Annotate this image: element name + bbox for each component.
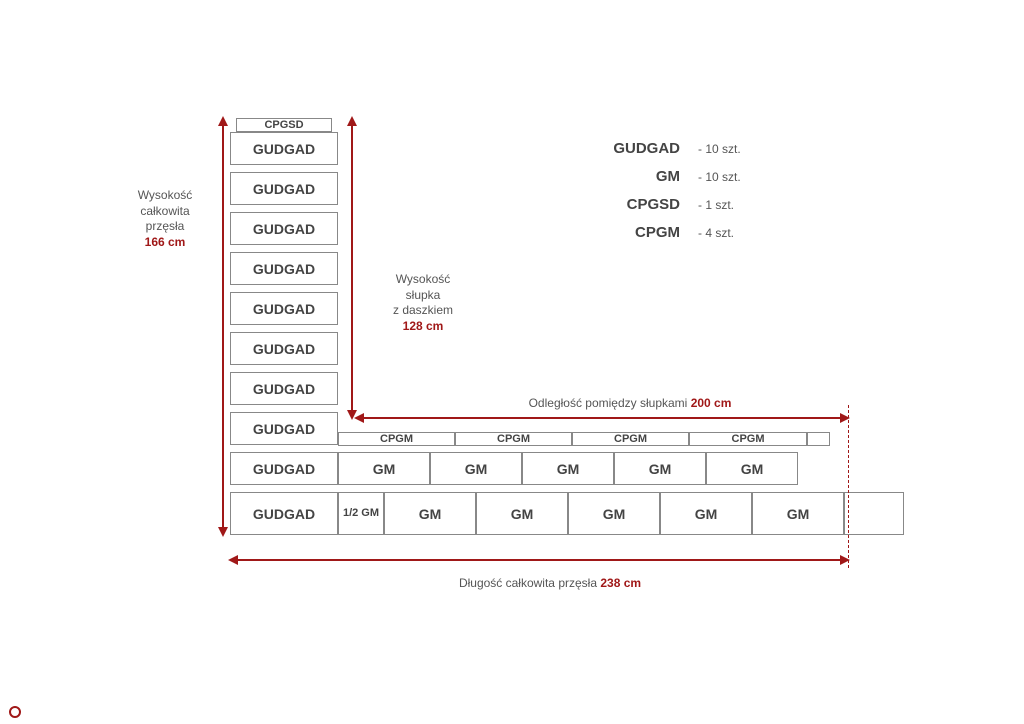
dim-post-height-line <box>351 118 353 418</box>
pillar-cap: CPGSD <box>236 118 332 132</box>
wall-cap: CPGM <box>338 432 455 446</box>
wall-block: GM <box>752 492 844 535</box>
wall-block: GM <box>568 492 660 535</box>
wall-block: GM <box>476 492 568 535</box>
pillar-cap-label: CPGSD <box>264 119 303 131</box>
pillar-block: GUDGAD <box>230 492 338 535</box>
pillar-block: GUDGAD <box>230 452 338 485</box>
dim-total-length-label: Długość całkowita przęsła 238 cm <box>400 576 700 592</box>
wall-cap: CPGM <box>455 432 572 446</box>
pillar-block: GUDGAD <box>230 172 338 205</box>
wall-block: GM <box>384 492 476 535</box>
wall-block: GM <box>430 452 522 485</box>
pillar-block: GUDGAD <box>230 212 338 245</box>
pillar-block: GUDGAD <box>230 332 338 365</box>
pillar-block: GUDGAD <box>230 412 338 445</box>
pillar-block: GUDGAD <box>230 252 338 285</box>
legend-item: CPGM - 4 szt. <box>590 224 734 241</box>
dim-total-height-line <box>222 118 224 535</box>
pillar-block: GUDGAD <box>230 372 338 405</box>
legend-item: GUDGAD - 10 szt. <box>590 140 741 157</box>
wall-overhang <box>844 492 904 535</box>
legend-item: CPGSD - 1 szt. <box>590 196 734 213</box>
dim-span-label: Odległość pomiędzy słupkami 200 cm <box>440 396 820 412</box>
dim-total-height-label: Wysokość całkowita przęsła 166 cm <box>120 188 210 250</box>
wall-block: GM <box>706 452 798 485</box>
guide-line <box>848 405 849 568</box>
arrow-up-icon <box>347 116 357 126</box>
wall-block: GM <box>614 452 706 485</box>
arrow-up-icon <box>218 116 228 126</box>
pillar-block: GUDGAD <box>230 132 338 165</box>
pillar-block: GUDGAD <box>230 292 338 325</box>
wall-block: GM <box>660 492 752 535</box>
dim-total-length-line <box>230 559 848 561</box>
wall-cap-overhang <box>807 432 830 446</box>
wall-block: GM <box>522 452 614 485</box>
wall-cap: CPGM <box>689 432 807 446</box>
wall-half-block: 1/2 GM <box>338 492 384 535</box>
arrow-left-icon <box>228 555 238 565</box>
arrow-left-icon <box>354 413 364 423</box>
legend-item: GM - 10 szt. <box>590 168 741 185</box>
logo-icon <box>9 706 21 718</box>
dim-span-line <box>356 417 848 419</box>
dim-post-height-label: Wysokość słupka z daszkiem 128 cm <box>378 272 468 334</box>
wall-cap: CPGM <box>572 432 689 446</box>
arrow-down-icon <box>218 527 228 537</box>
wall-block: GM <box>338 452 430 485</box>
